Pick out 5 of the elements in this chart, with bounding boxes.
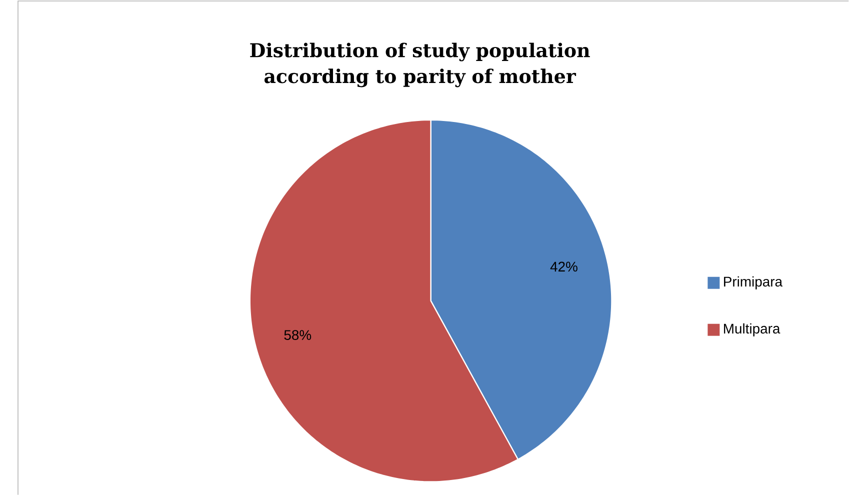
legend-label: Primipara: [724, 276, 783, 290]
data-label: 42%: [550, 262, 578, 272]
legend-label: Multipara: [724, 323, 780, 336]
data-label: 58%: [284, 330, 312, 340]
chart-title: Distribution of study population according to parity of mother: [250, 42, 590, 88]
